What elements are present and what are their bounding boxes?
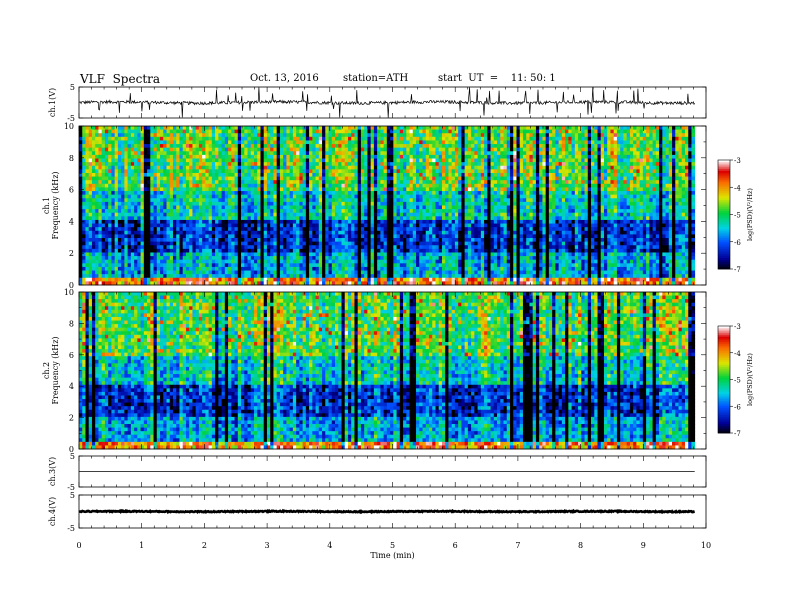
ch1-spectrogram-colorbar-tick-label: -6	[734, 239, 741, 247]
ch1-spectrogram-colorbar-tick-label: -7	[734, 266, 741, 274]
ch1-spectrogram-ytick-label: 2	[69, 249, 74, 258]
ch3-waveform-ytick-label: -5	[67, 483, 75, 492]
ch2-spectrogram-colorbar-tick-label: -3	[734, 323, 741, 331]
time-tick-label: 4	[327, 541, 332, 550]
time-tick-label: 0	[76, 541, 81, 550]
time-tick-label: 7	[515, 541, 520, 550]
ch1-spectrogram-ytick-label: 8	[69, 154, 74, 163]
ch2-spectrogram-cells	[79, 292, 696, 450]
station-label: station=ATH	[343, 73, 409, 84]
ch3-waveform-ylabel: ch.3(V)	[48, 457, 57, 486]
time-tick-label: 8	[578, 541, 583, 550]
ch2-spectrogram-ytick-label: 8	[69, 319, 74, 328]
ch2-spectrogram-ytick-label: 10	[64, 288, 74, 297]
ch1-spectrogram-colorbar: -3 -4 -5 -6 -7 log(PSD)(V²/Hz)	[717, 157, 754, 274]
ch1-spectrogram-ytick-label: 10	[64, 122, 74, 131]
ch2-spectrogram-colorbar: -3 -4 -5 -6 -7 log(PSD)(V²/Hz)	[717, 323, 754, 438]
ch2-spectrogram-ytick-label: 6	[69, 351, 74, 360]
time-tick-label: 5	[390, 541, 395, 550]
ch1-spectrogram-panel: 0 2 4 6 8 10 ch.1Frequency (kHz) -3 -4 -5 -6 -7 log(…	[42, 122, 754, 290]
ch2-spectrogram-colorbar-label: log(PSD)(V²/Hz)	[746, 353, 754, 406]
ch1-spectrogram-colorbar-tick-label: -4	[734, 184, 741, 192]
ch4-waveform-series-line	[78, 508, 695, 515]
ch2-spectrogram-colorbar-tick-label: -5	[734, 377, 741, 385]
ch2-spectrogram-panel: 0 2 4 6 8 10 ch.2Frequency (kHz) -3 -4 -5 -6 -7 log(…	[42, 288, 754, 454]
ch4-waveform-ylabel: ch.4(V)	[48, 497, 57, 526]
ch3-waveform-panel: 5 -5 ch.3(V)	[48, 452, 707, 492]
ch2-spectrogram-ytick-label: 4	[69, 382, 74, 391]
time-axis: 0 1 2 3 4 5 6 7 8 9 10 Time (min)	[76, 541, 711, 560]
ch1-spectrogram-colorbar-tick-label: -3	[734, 157, 741, 165]
ch1-waveform-panel: 5 -5 ch.1(V)	[48, 83, 707, 123]
ch2-spectrogram-ytick-label: 0	[69, 445, 74, 454]
ch2-spectrogram-colorbar-tick-label: -6	[734, 403, 741, 411]
time-tick-label: 9	[641, 541, 646, 550]
ch1-spectrogram-cells	[79, 126, 696, 286]
time-tick-label: 2	[202, 541, 207, 550]
ch1-spectrogram-colorbar-label: log(PSD)(V²/Hz)	[746, 188, 754, 241]
ch1-spectrogram-ytick-label: 4	[69, 217, 74, 226]
ch1-waveform-ytick-label: -5	[67, 114, 75, 123]
time-tick-label: 6	[453, 541, 458, 550]
ch4-waveform-ytick-label: -5	[67, 524, 75, 533]
ch3-waveform-ytick-label: 5	[70, 452, 75, 461]
ch2-spectrogram-ytick-label: 2	[69, 414, 74, 423]
ch1-waveform-series-line	[78, 87, 695, 118]
time-axis-label: Time (min)	[370, 551, 414, 560]
ch1-waveform-ytick-label: 5	[70, 83, 75, 92]
chart-title: VLF Spectra	[80, 72, 161, 86]
ch1-spectrogram-ylabel: ch.1Frequency (kHz)	[42, 171, 60, 239]
ch1-spectrogram-ytick-label: 0	[69, 281, 74, 290]
ch2-spectrogram-colorbar-tick-label: -4	[734, 350, 741, 358]
date-label: Oct. 13, 2016	[250, 73, 319, 84]
ch1-spectrogram-colorbar-tick-label: -5	[734, 212, 741, 220]
ch2-spectrogram-colorbar-tick-label: -7	[734, 430, 741, 438]
ch4-waveform-ytick-label: 5	[70, 491, 75, 500]
ch2-spectrogram-ylabel: ch.2Frequency (kHz)	[42, 336, 60, 404]
ch1-spectrogram-ytick-label: 6	[69, 186, 74, 195]
ch1-waveform-ylabel: ch.1(V)	[48, 88, 57, 117]
time-tick-label: 10	[701, 541, 711, 550]
start-time-label: start UT = 11: 50: 1	[438, 73, 556, 84]
time-tick-label: 3	[265, 541, 270, 550]
time-tick-label: 1	[139, 541, 144, 550]
ch4-waveform-panel: 5 -5 ch.4(V)	[48, 491, 707, 533]
